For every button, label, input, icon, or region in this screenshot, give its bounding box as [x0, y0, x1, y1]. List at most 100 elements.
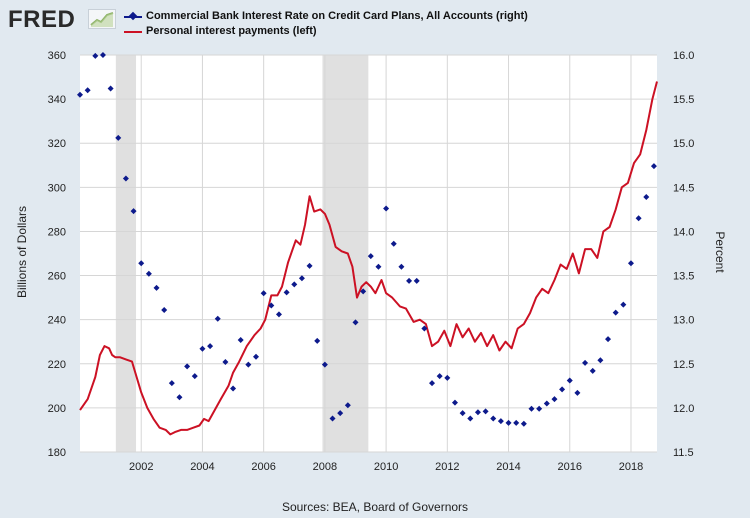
- data-point-credit-card-rate: [92, 52, 99, 59]
- y-tick-right: 12.0: [673, 403, 694, 415]
- data-point-credit-card-rate: [161, 306, 168, 313]
- data-point-credit-card-rate: [467, 415, 474, 422]
- y-tick-right: 13.5: [673, 271, 694, 283]
- data-point-credit-card-rate: [168, 380, 175, 387]
- data-point-credit-card-rate: [321, 361, 328, 368]
- data-point-credit-card-rate: [551, 396, 558, 403]
- y-axis-right-label: Percent: [713, 231, 727, 273]
- data-point-credit-card-rate: [451, 399, 458, 406]
- y-tick-left: 360: [48, 50, 66, 62]
- data-point-credit-card-rate: [275, 311, 282, 318]
- y-tick-left: 320: [48, 138, 66, 150]
- data-point-credit-card-rate: [77, 91, 83, 98]
- y-tick-left: 240: [48, 315, 66, 327]
- data-point-credit-card-rate: [306, 262, 313, 269]
- data-point-credit-card-rate: [421, 325, 428, 332]
- data-point-credit-card-rate: [605, 336, 612, 343]
- data-point-credit-card-rate: [107, 85, 114, 92]
- data-point-credit-card-rate: [505, 419, 512, 426]
- x-tick-label: 2006: [251, 461, 275, 473]
- y-tick-right: 14.5: [673, 182, 694, 194]
- data-point-credit-card-rate: [245, 361, 252, 368]
- data-point-credit-card-rate: [536, 405, 543, 412]
- y-tick-right: 16.0: [673, 50, 694, 62]
- data-point-credit-card-rate: [268, 302, 275, 309]
- recession-band: [115, 55, 137, 452]
- x-tick-label: 2010: [374, 461, 398, 473]
- data-point-credit-card-rate: [413, 277, 420, 284]
- y-tick-right: 12.5: [673, 359, 694, 371]
- data-point-credit-card-rate: [99, 52, 106, 58]
- data-point-credit-card-rate: [497, 418, 504, 425]
- fred-logo[interactable]: FRED: [8, 6, 76, 33]
- data-point-credit-card-rate: [115, 134, 122, 141]
- source-note: Sources: BEA, Board of Governors: [281, 500, 469, 514]
- data-point-credit-card-rate: [291, 281, 298, 288]
- data-point-credit-card-rate: [207, 343, 214, 350]
- data-point-credit-card-rate: [367, 253, 374, 260]
- data-point-credit-card-rate: [375, 263, 382, 270]
- y-tick-left: 300: [48, 182, 66, 194]
- data-point-credit-card-rate: [612, 309, 619, 316]
- y-tick-left: 220: [48, 359, 66, 371]
- data-point-credit-card-rate: [222, 359, 229, 366]
- data-point-credit-card-rate: [627, 260, 634, 267]
- data-point-credit-card-rate: [314, 337, 321, 344]
- data-point-credit-card-rate: [490, 415, 497, 422]
- data-point-credit-card-rate: [230, 385, 237, 392]
- y-tick-left: 340: [48, 94, 66, 106]
- y-tick-left: 280: [48, 226, 66, 238]
- data-point-credit-card-rate: [597, 357, 604, 364]
- data-point-credit-card-rate: [337, 410, 344, 417]
- x-tick-label: 2016: [558, 461, 582, 473]
- legend-label: Personal interest payments (left): [146, 25, 317, 37]
- data-point-credit-card-rate: [635, 215, 642, 222]
- data-point-credit-card-rate: [383, 205, 390, 212]
- data-point-credit-card-rate: [84, 87, 91, 94]
- data-point-credit-card-rate: [253, 353, 260, 360]
- data-point-credit-card-rate: [329, 415, 336, 422]
- data-point-credit-card-rate: [582, 359, 589, 366]
- data-point-credit-card-rate: [145, 270, 152, 277]
- data-point-credit-card-rate: [298, 275, 305, 282]
- legend-swatch-line: [124, 31, 142, 33]
- data-point-credit-card-rate: [643, 194, 650, 201]
- data-point-credit-card-rate: [482, 408, 489, 415]
- y-tick-left: 260: [48, 271, 66, 283]
- y-tick-right: 15.0: [673, 138, 694, 150]
- data-point-credit-card-rate: [406, 277, 413, 284]
- data-point-credit-card-rate: [352, 319, 359, 326]
- plot-background: [80, 55, 657, 452]
- x-tick-label: 2004: [190, 461, 214, 473]
- data-point-credit-card-rate: [283, 289, 290, 296]
- data-point-credit-card-rate: [543, 400, 550, 407]
- data-point-credit-card-rate: [444, 374, 451, 381]
- y-tick-right: 14.0: [673, 226, 694, 238]
- data-point-credit-card-rate: [528, 405, 535, 412]
- data-point-credit-card-rate: [138, 260, 145, 267]
- data-point-credit-card-rate: [344, 402, 351, 409]
- data-point-credit-card-rate: [191, 373, 198, 380]
- data-point-credit-card-rate: [566, 377, 573, 384]
- data-point-credit-card-rate: [153, 284, 160, 291]
- data-point-credit-card-rate: [429, 380, 436, 387]
- data-point-credit-card-rate: [459, 410, 466, 417]
- legend-label: Commercial Bank Interest Rate on Credit …: [146, 10, 528, 22]
- data-point-credit-card-rate: [436, 373, 443, 380]
- data-point-credit-card-rate: [260, 290, 267, 297]
- x-tick-label: 2002: [129, 461, 153, 473]
- data-point-credit-card-rate: [513, 419, 520, 426]
- y-tick-right: 13.0: [673, 315, 694, 327]
- data-point-credit-card-rate: [122, 175, 129, 182]
- x-tick-label: 2008: [313, 461, 337, 473]
- data-point-credit-card-rate: [398, 263, 405, 270]
- data-point-credit-card-rate: [176, 394, 183, 401]
- data-point-credit-card-rate: [199, 345, 206, 352]
- y-tick-left: 200: [48, 403, 66, 415]
- data-point-credit-card-rate: [559, 386, 566, 393]
- data-point-credit-card-rate: [574, 389, 581, 396]
- data-point-credit-card-rate: [360, 288, 367, 295]
- data-point-credit-card-rate: [620, 301, 627, 308]
- x-tick-label: 2014: [496, 461, 520, 473]
